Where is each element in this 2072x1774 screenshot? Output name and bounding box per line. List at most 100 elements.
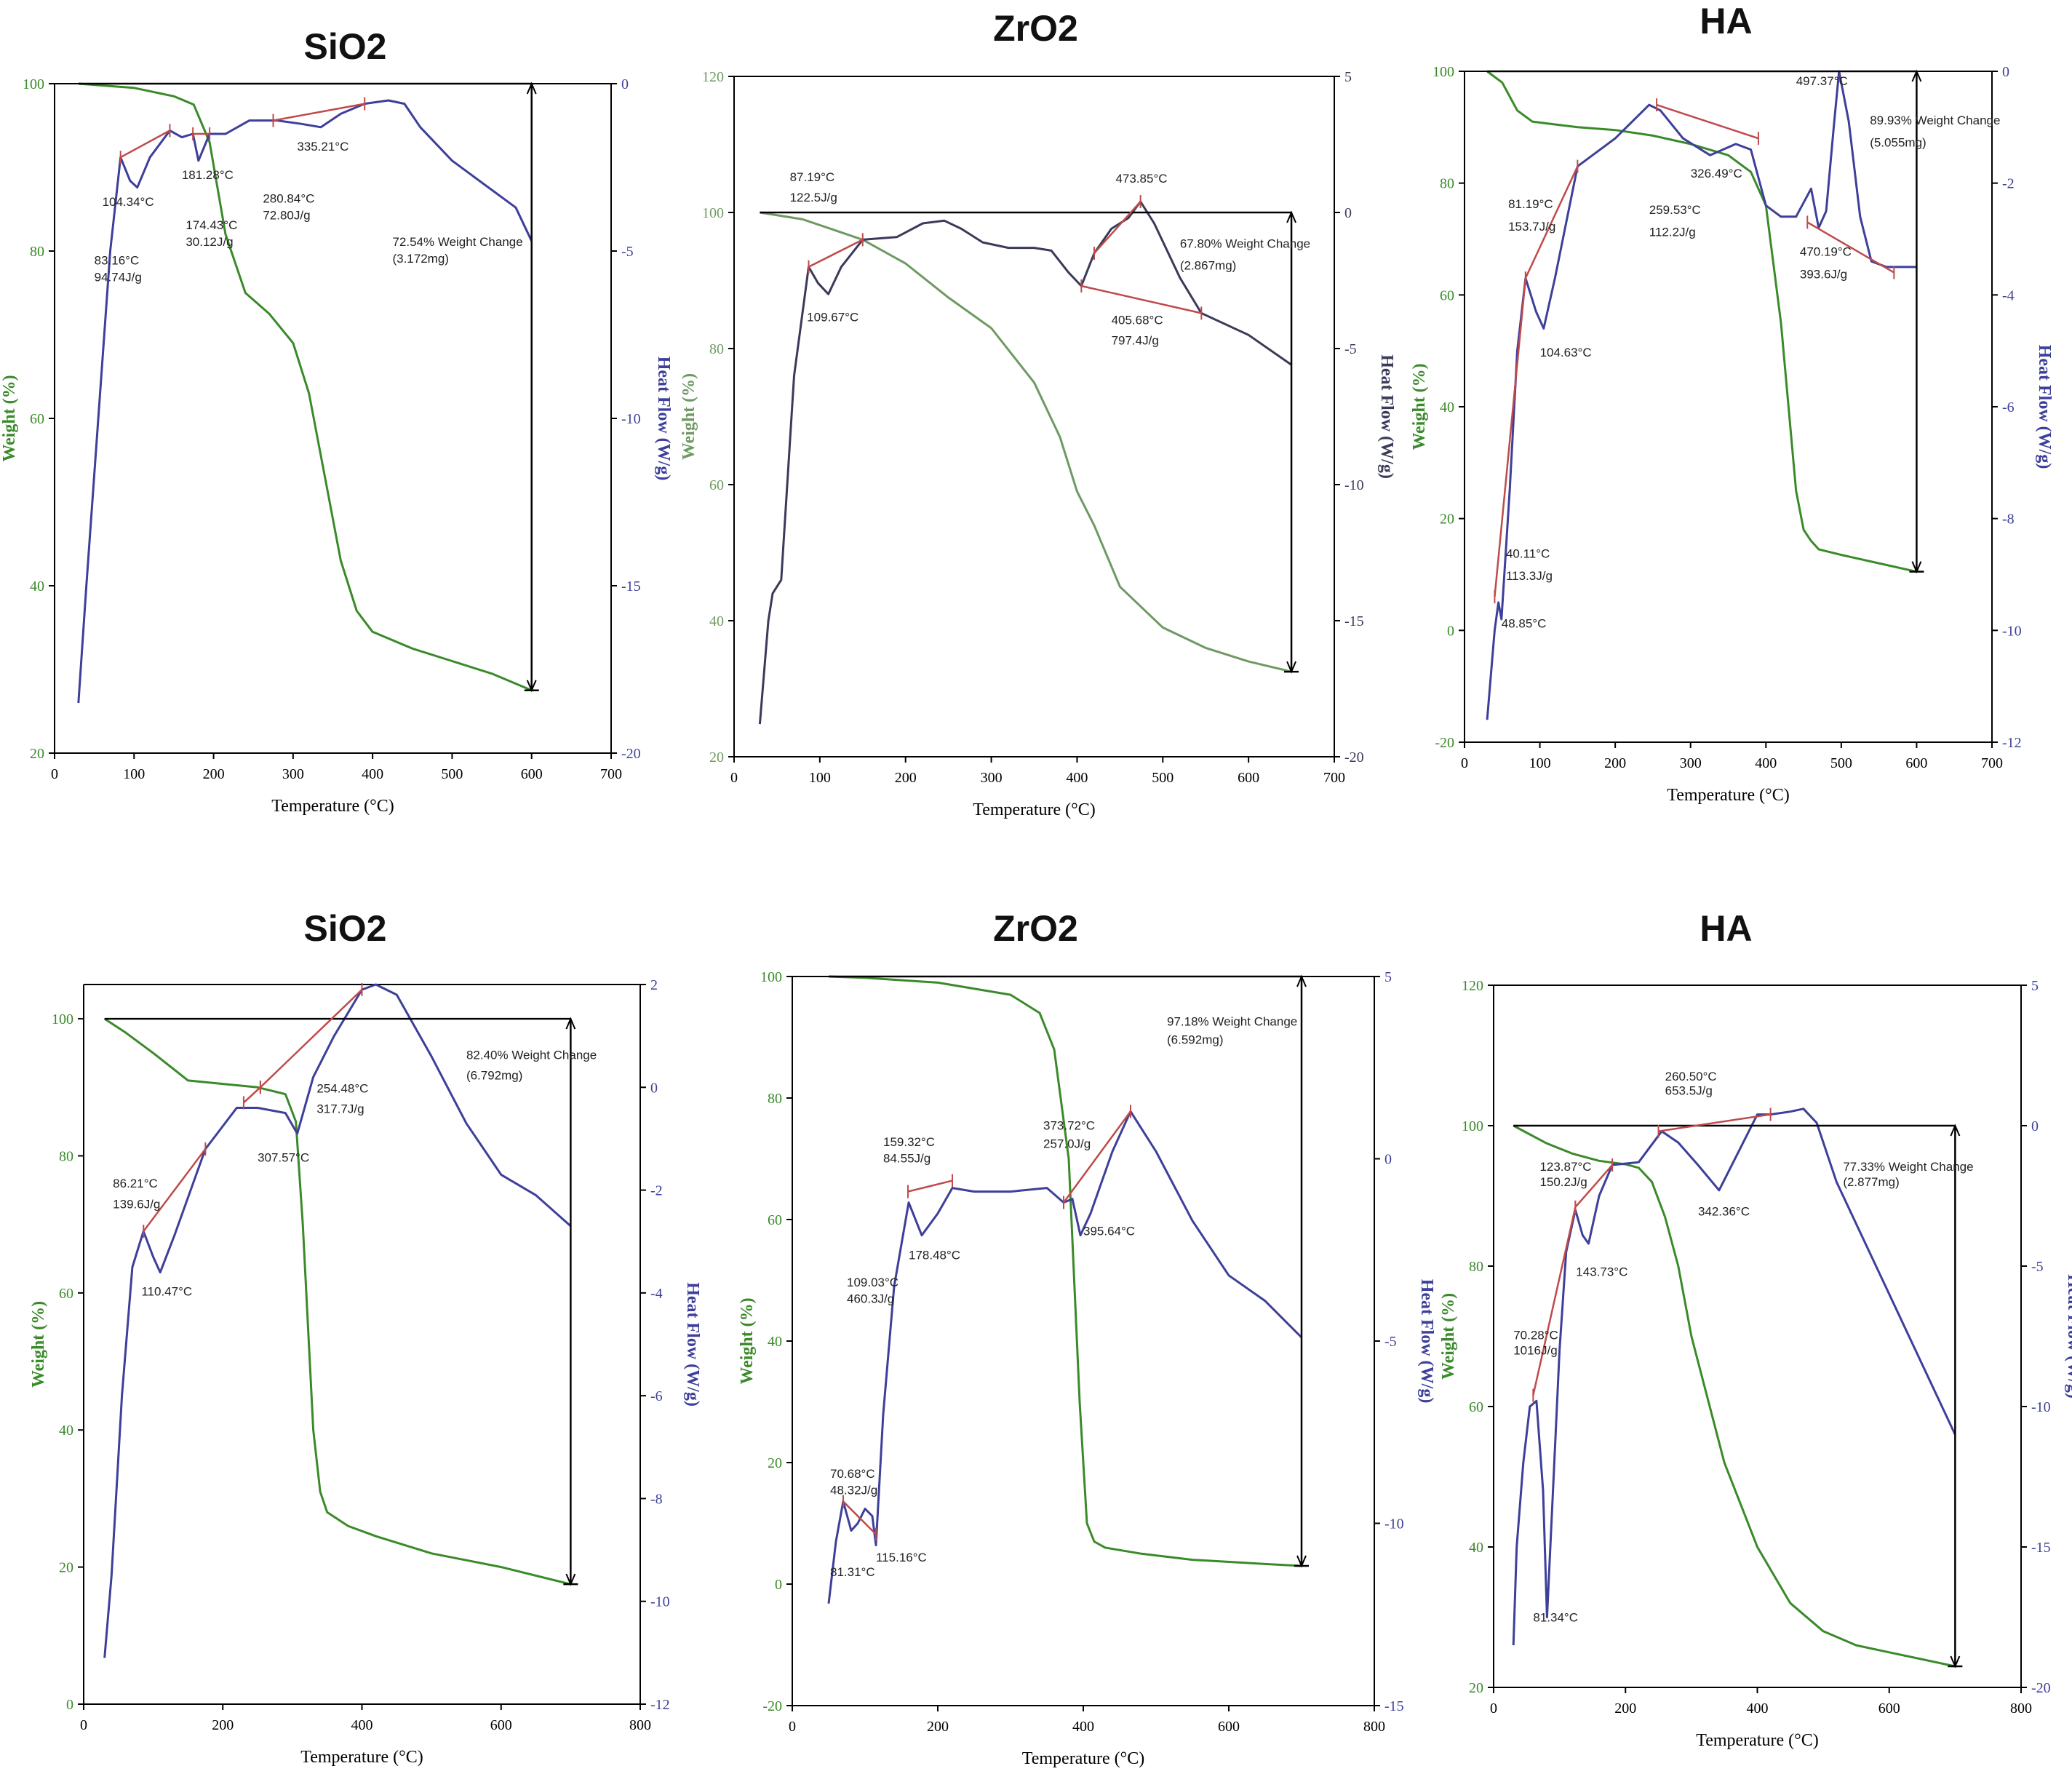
tangent-line — [842, 1500, 877, 1535]
data-annotation: 72.80J/g — [263, 208, 310, 222]
data-annotation: 307.57°C — [258, 1151, 309, 1165]
x-axis-label: Temperature (°C) — [300, 1748, 423, 1767]
y-tick-label: 0 — [775, 1577, 782, 1593]
x-tick-label: 200 — [1604, 755, 1626, 771]
data-annotation: 115.16°C — [876, 1551, 927, 1564]
tangent-line — [1658, 1113, 1771, 1132]
data-annotation: 395.64°C — [1083, 1225, 1135, 1238]
y2-axis-label: Heat Flow (W/g) — [683, 1282, 702, 1407]
data-annotation: 797.4J/g — [1112, 333, 1159, 347]
y2-tick-label: 5 — [1384, 969, 1392, 985]
data-annotation: 77.33% Weight Change — [1843, 1160, 1973, 1174]
y2-tick-label: 5 — [1344, 69, 1352, 85]
x-tick-label: 700 — [1981, 755, 2003, 771]
x-tick-label: 400 — [362, 766, 383, 782]
data-annotation: 342.36°C — [1698, 1205, 1750, 1219]
y2-tick-label: -10 — [2031, 1399, 2051, 1415]
y-tick-label: 20 — [709, 749, 724, 765]
data-annotation: 254.48°C — [316, 1081, 368, 1095]
y-tick-label: 40 — [1440, 399, 1454, 415]
y-tick-label: 60 — [768, 1212, 782, 1228]
x-tick-label: 0 — [789, 1719, 796, 1735]
data-annotation: (6.592mg) — [1167, 1033, 1223, 1047]
data-annotation: 109.67°C — [807, 311, 858, 325]
tangent-line — [1494, 278, 1527, 597]
tangent-line — [1524, 166, 1579, 279]
x-tick-label: 200 — [927, 1719, 949, 1735]
x-tick-label: 600 — [1238, 770, 1259, 786]
y-tick-label: 120 — [702, 69, 724, 85]
x-tick-label: 700 — [1323, 770, 1345, 786]
y-tick-label: 0 — [1447, 623, 1454, 639]
y-tick-label: 60 — [30, 411, 44, 427]
y-tick-label: 80 — [768, 1091, 782, 1107]
y2-tick-label: -5 — [1384, 1334, 1397, 1350]
x-tick-label: 400 — [1755, 755, 1777, 771]
x-tick-label: 0 — [1490, 1701, 1497, 1717]
y-tick-label: 80 — [59, 1148, 73, 1164]
y2-tick-label: -8 — [2002, 512, 2015, 528]
y2-tick-label: -4 — [2002, 287, 2015, 303]
data-annotation: 317.7J/g — [316, 1102, 364, 1116]
chart-title: HA — [1700, 908, 1753, 949]
y-tick-label: 20 — [1440, 512, 1454, 528]
data-annotation: 257.0J/g — [1043, 1137, 1091, 1150]
y2-tick-label: 2 — [650, 977, 658, 993]
data-annotation: 122.5J/g — [790, 191, 837, 204]
y-tick-label: 100 — [1433, 64, 1454, 80]
x-tick-label: 300 — [282, 766, 304, 782]
data-annotation: 280.84°C — [263, 191, 314, 205]
weight-curve — [103, 1017, 571, 1586]
x-axis-label: Temperature (°C) — [1022, 1749, 1145, 1768]
y2-tick-label: -15 — [1344, 613, 1364, 629]
y2-tick-label: -10 — [621, 411, 641, 427]
y2-tick-label: -4 — [650, 1286, 663, 1302]
arrow-head-top — [1950, 1123, 1961, 1137]
y-tick-label: 60 — [59, 1286, 73, 1302]
chart-panel-zro2-top: ZrO2 0 100 200 300 400 500 600 700 20 40 60 80 100 12… — [680, 0, 1396, 887]
y2-tick-label: -20 — [621, 746, 641, 762]
y2-tick-label: 0 — [2031, 1118, 2039, 1134]
tangent-line — [120, 130, 171, 159]
tangent-line — [273, 103, 365, 122]
data-annotation: 653.5J/g — [1665, 1084, 1713, 1098]
y2-tick-label: -2 — [2002, 176, 2015, 192]
x-tick-label: 500 — [441, 766, 463, 782]
heat-flow-curve — [758, 200, 1292, 725]
data-annotation: (2.877mg) — [1843, 1175, 1899, 1189]
tangent-line — [1093, 201, 1141, 254]
y-axis-label: Weight (%) — [29, 1301, 48, 1388]
y2-tick-label: -5 — [2031, 1259, 2044, 1275]
data-annotation: 373.72°C — [1043, 1118, 1095, 1132]
data-annotation: (3.172mg) — [392, 252, 448, 266]
y2-tick-label: 5 — [2031, 978, 2039, 994]
x-tick-label: 800 — [629, 1717, 651, 1733]
data-annotation: 113.3J/g — [1506, 569, 1553, 583]
data-annotation: 460.3J/g — [847, 1292, 894, 1305]
y2-tick-label: -5 — [621, 244, 634, 260]
data-annotation: 110.47°C — [141, 1284, 192, 1298]
data-annotation: 143.73°C — [1576, 1265, 1627, 1279]
weight-curve — [78, 82, 533, 692]
y-tick-label: 20 — [1469, 1680, 1483, 1696]
y2-tick-label: -15 — [1384, 1698, 1404, 1714]
data-annotation: 473.85°C — [1115, 172, 1167, 186]
x-tick-label: 300 — [981, 770, 1003, 786]
data-annotation: 174.43°C — [186, 218, 237, 232]
y2-tick-label: -6 — [650, 1388, 663, 1404]
tangent-line — [907, 1180, 953, 1193]
y-tick-label: 40 — [59, 1423, 73, 1439]
x-tick-label: 200 — [203, 766, 225, 782]
data-annotation: 109.03°C — [847, 1276, 898, 1289]
y2-tick-label: -5 — [1344, 341, 1357, 357]
y-tick-label: 40 — [1469, 1540, 1483, 1556]
data-annotation: 393.6J/g — [1800, 267, 1847, 281]
x-tick-label: 600 — [1905, 755, 1927, 771]
x-axis-label: Temperature (°C) — [271, 797, 394, 816]
data-annotation: 67.80% Weight Change — [1180, 237, 1310, 251]
weight-curve — [1513, 1124, 1956, 1668]
x-tick-label: 200 — [1614, 1701, 1636, 1717]
arrow-head-top — [565, 1017, 576, 1030]
x-tick-label: 100 — [123, 766, 145, 782]
x-tick-label: 600 — [490, 1717, 512, 1733]
